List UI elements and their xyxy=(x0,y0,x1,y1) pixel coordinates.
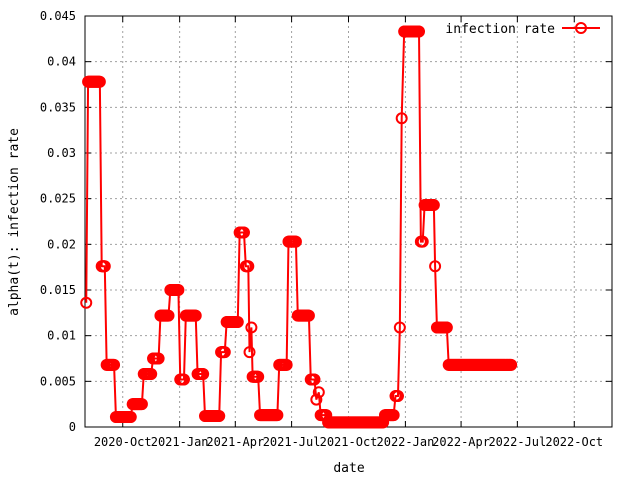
y-tick-label: 0.01 xyxy=(47,329,76,343)
data-point xyxy=(172,284,185,296)
data-point xyxy=(80,296,93,309)
y-tick-label: 0 xyxy=(69,420,76,434)
legend: infection rate xyxy=(445,22,600,37)
data-point xyxy=(427,199,440,212)
data-point xyxy=(98,260,111,273)
x-tick-label: 2021-Apr xyxy=(206,435,264,449)
data-point xyxy=(93,75,106,88)
x-axis-title: date xyxy=(333,461,364,476)
x-tick-label: 2022-Apr xyxy=(432,435,490,449)
data-point xyxy=(145,368,158,381)
y-tick-label: 0.005 xyxy=(40,374,76,388)
legend-label: infection rate xyxy=(445,22,555,37)
data-point xyxy=(395,112,408,125)
data-point xyxy=(271,409,284,422)
y-tick-label: 0.02 xyxy=(47,237,76,251)
data-point xyxy=(243,346,256,359)
data-point xyxy=(429,260,442,273)
x-tick-label: 2021-Jan xyxy=(151,435,209,449)
y-tick-label: 0.03 xyxy=(47,146,76,160)
data-point xyxy=(393,321,406,334)
grid-lines xyxy=(85,16,612,427)
data-point xyxy=(213,410,226,423)
data-point xyxy=(135,398,148,411)
y-tick-label: 0.015 xyxy=(40,283,76,297)
data-point xyxy=(237,226,250,239)
data-point xyxy=(218,346,231,359)
x-tick-label: 2022-Jan xyxy=(377,435,435,449)
data-point xyxy=(413,25,426,38)
data-point xyxy=(308,373,321,386)
data-point xyxy=(416,235,429,248)
y-axis-title: alpha(t): infection rate xyxy=(7,128,22,316)
y-axis-tick-labels: 0 0.005 0.01 0.015 0.02 0.025 0.03 0.035 0.04 0.0… xyxy=(40,9,76,434)
data-point xyxy=(245,321,258,334)
series-infection-rate xyxy=(80,25,518,429)
data-point xyxy=(177,373,190,386)
data-point xyxy=(310,393,323,406)
data-point xyxy=(189,309,202,322)
y-tick-label: 0.035 xyxy=(40,100,76,114)
data-point xyxy=(505,358,518,371)
data-point xyxy=(108,358,121,371)
y-tick-label: 0.045 xyxy=(40,9,76,23)
y-tick-label: 0.04 xyxy=(47,55,76,69)
x-tick-label: 2021-Oct xyxy=(320,435,378,449)
data-point xyxy=(312,386,325,399)
data-point xyxy=(440,321,453,334)
x-tick-label: 2020-Oct xyxy=(94,435,152,449)
data-point xyxy=(231,315,244,328)
data-point xyxy=(280,358,293,371)
data-point xyxy=(152,352,165,365)
x-tick-label: 2022-Jul xyxy=(488,435,546,449)
data-point xyxy=(162,309,175,322)
data-point xyxy=(197,368,210,381)
data-point xyxy=(302,309,315,322)
data-point xyxy=(289,235,302,248)
x-tick-label: 2022-Oct xyxy=(545,435,603,449)
y-tick-label: 0.025 xyxy=(40,192,76,206)
data-point xyxy=(124,410,137,423)
legend-marker-swatch xyxy=(575,22,587,34)
x-tick-label: 2021-Jul xyxy=(263,435,321,449)
data-point xyxy=(387,409,400,422)
data-point xyxy=(242,260,255,273)
data-point xyxy=(391,389,404,402)
data-point xyxy=(252,370,265,383)
